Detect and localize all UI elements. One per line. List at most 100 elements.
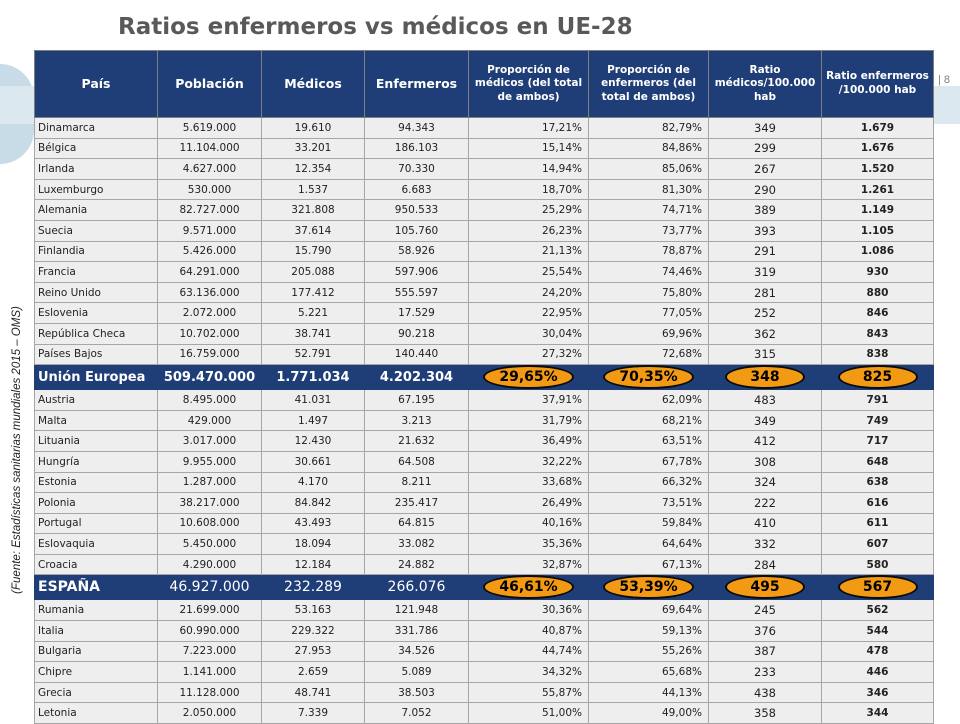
header-medicos: Médicos <box>261 50 365 118</box>
cell-prop-enfermeros: 73,51% <box>588 492 709 514</box>
cell-medicos: 27.953 <box>261 640 365 663</box>
cell-enfermeros: 235.417 <box>364 492 469 514</box>
cell-medicos: 232.289 <box>261 574 365 601</box>
cell-poblacion: 46.927.000 <box>157 574 262 601</box>
cell-prop-enfermeros: 72,68% <box>588 343 709 366</box>
cell-prop-enfermeros: 68,21% <box>588 409 709 432</box>
cell-medicos: 33.201 <box>261 137 365 160</box>
cell-prop-enfermeros: 67,13% <box>588 553 709 576</box>
cell-medicos: 205.088 <box>261 261 365 283</box>
table-row: Estonia 1.287.000 4.170 8.211 33,68% 66,32% 32… <box>34 471 934 494</box>
cell-prop-medicos: 55,87% <box>468 681 589 704</box>
cell-prop-medicos: 37,91% <box>468 389 589 411</box>
table-row: Luxemburgo 530.000 1.537 6.683 18,70% 81,30% 2… <box>34 178 934 201</box>
cell-prop-enfermeros: 74,46% <box>588 261 709 283</box>
cell-medicos: 53.163 <box>261 599 365 622</box>
header-ratio-enfermeros: Ratio enfermeros /100.000 hab <box>821 50 934 118</box>
cell-prop-medicos: 40,16% <box>468 512 589 535</box>
cell-prop-enfermeros: 64,64% <box>588 533 709 555</box>
cell-pais: Suecia <box>34 219 158 242</box>
cell-prop-enfermeros: 59,84% <box>588 512 709 535</box>
cell-prop-medicos: 51,00% <box>468 702 589 724</box>
cell-prop-medicos: 44,74% <box>468 640 589 663</box>
cell-ratio-enfermeros: 638 <box>821 471 934 494</box>
cell-ratio-enfermeros: 616 <box>821 492 934 514</box>
cell-ratio-medicos: 291 <box>708 240 822 263</box>
table-row: Finlandia 5.426.000 15.790 58.926 21,13% 78,8… <box>34 240 934 263</box>
cell-ratio-medicos: 348 <box>708 364 822 391</box>
cell-medicos: 12.430 <box>261 430 365 452</box>
table-row: República Checa 10.702.000 38.741 90.218 30,… <box>34 322 934 345</box>
cell-pais: Grecia <box>34 681 158 704</box>
cell-ratio-medicos: 222 <box>708 492 822 514</box>
cell-medicos: 12.184 <box>261 553 365 576</box>
cell-enfermeros: 90.218 <box>364 322 469 345</box>
cell-pais: Lituania <box>34 430 158 452</box>
cell-pais: Portugal <box>34 512 158 535</box>
cell-prop-enfermeros: 53,39% <box>588 574 709 601</box>
cell-ratio-medicos: 319 <box>708 261 822 283</box>
cell-poblacion: 82.727.000 <box>157 199 262 221</box>
table-row-highlight: Unión Europea 509.470.000 1.771.034 4.202.3… <box>34 364 934 391</box>
cell-poblacion: 1.287.000 <box>157 471 262 494</box>
cell-ratio-medicos: 362 <box>708 322 822 345</box>
cell-medicos: 229.322 <box>261 620 365 642</box>
cell-prop-enfermeros: 84,86% <box>588 137 709 160</box>
cell-enfermeros: 17.529 <box>364 302 469 324</box>
cell-poblacion: 2.050.000 <box>157 702 262 724</box>
cell-pais: Dinamarca <box>34 117 158 139</box>
cell-pais: Francia <box>34 261 158 283</box>
cell-prop-enfermeros: 62,09% <box>588 389 709 411</box>
table-row: Polonia 38.217.000 84.842 235.417 26,49% 73,5… <box>34 492 934 514</box>
cell-enfermeros: 4.202.304 <box>364 364 469 391</box>
cell-pais: Italia <box>34 620 158 642</box>
cell-ratio-medicos: 252 <box>708 302 822 324</box>
header-poblacion: Población <box>157 50 262 118</box>
cell-ratio-enfermeros: 843 <box>821 322 934 345</box>
cell-prop-medicos: 34,32% <box>468 661 589 683</box>
cell-prop-enfermeros: 63,51% <box>588 430 709 452</box>
cell-pais: Bulgaria <box>34 640 158 663</box>
cell-pais: Eslovenia <box>34 302 158 324</box>
highlight-badge: 567 <box>837 575 918 600</box>
cell-ratio-medicos: 284 <box>708 553 822 576</box>
cell-prop-enfermeros: 73,77% <box>588 219 709 242</box>
cell-prop-enfermeros: 69,96% <box>588 322 709 345</box>
cell-medicos: 15.790 <box>261 240 365 263</box>
cell-pais: Países Bajos <box>34 343 158 366</box>
cell-poblacion: 4.290.000 <box>157 553 262 576</box>
cell-prop-medicos: 17,21% <box>468 117 589 139</box>
cell-prop-medicos: 46,61% <box>468 574 589 601</box>
cell-poblacion: 5.426.000 <box>157 240 262 263</box>
cell-ratio-enfermeros: 846 <box>821 302 934 324</box>
cell-medicos: 5.221 <box>261 302 365 324</box>
cell-ratio-medicos: 332 <box>708 533 822 555</box>
cell-poblacion: 9.571.000 <box>157 219 262 242</box>
table-row: Bélgica 11.104.000 33.201 186.103 15,14% 84,8… <box>34 137 934 160</box>
cell-ratio-medicos: 233 <box>708 661 822 683</box>
cell-enfermeros: 555.597 <box>364 281 469 304</box>
cell-prop-medicos: 26,49% <box>468 492 589 514</box>
cell-ratio-enfermeros: 611 <box>821 512 934 535</box>
cell-prop-enfermeros: 66,32% <box>588 471 709 494</box>
cell-enfermeros: 64.815 <box>364 512 469 535</box>
cell-medicos: 1.771.034 <box>261 364 365 391</box>
header-ratio-medicos: Ratio médicos/100.000 hab <box>708 50 822 118</box>
table-row: Grecia 11.128.000 48.741 38.503 55,87% 44,13%… <box>34 681 934 704</box>
cell-prop-medicos: 22,95% <box>468 302 589 324</box>
cell-poblacion: 11.104.000 <box>157 137 262 160</box>
cell-enfermeros: 950.533 <box>364 199 469 221</box>
cell-ratio-medicos: 324 <box>708 471 822 494</box>
cell-medicos: 43.493 <box>261 512 365 535</box>
cell-enfermeros: 7.052 <box>364 702 469 724</box>
table-row: Lituania 3.017.000 12.430 21.632 36,49% 63,51… <box>34 430 934 452</box>
cell-ratio-enfermeros: 648 <box>821 450 934 473</box>
cell-medicos: 41.031 <box>261 389 365 411</box>
cell-pais: Finlandia <box>34 240 158 263</box>
table-row: Reino Unido 63.136.000 177.412 555.597 24,20… <box>34 281 934 304</box>
cell-poblacion: 60.990.000 <box>157 620 262 642</box>
cell-prop-enfermeros: 78,87% <box>588 240 709 263</box>
cell-pais: Alemania <box>34 199 158 221</box>
cell-ratio-enfermeros: 1.149 <box>821 199 934 221</box>
cell-medicos: 18.094 <box>261 533 365 555</box>
